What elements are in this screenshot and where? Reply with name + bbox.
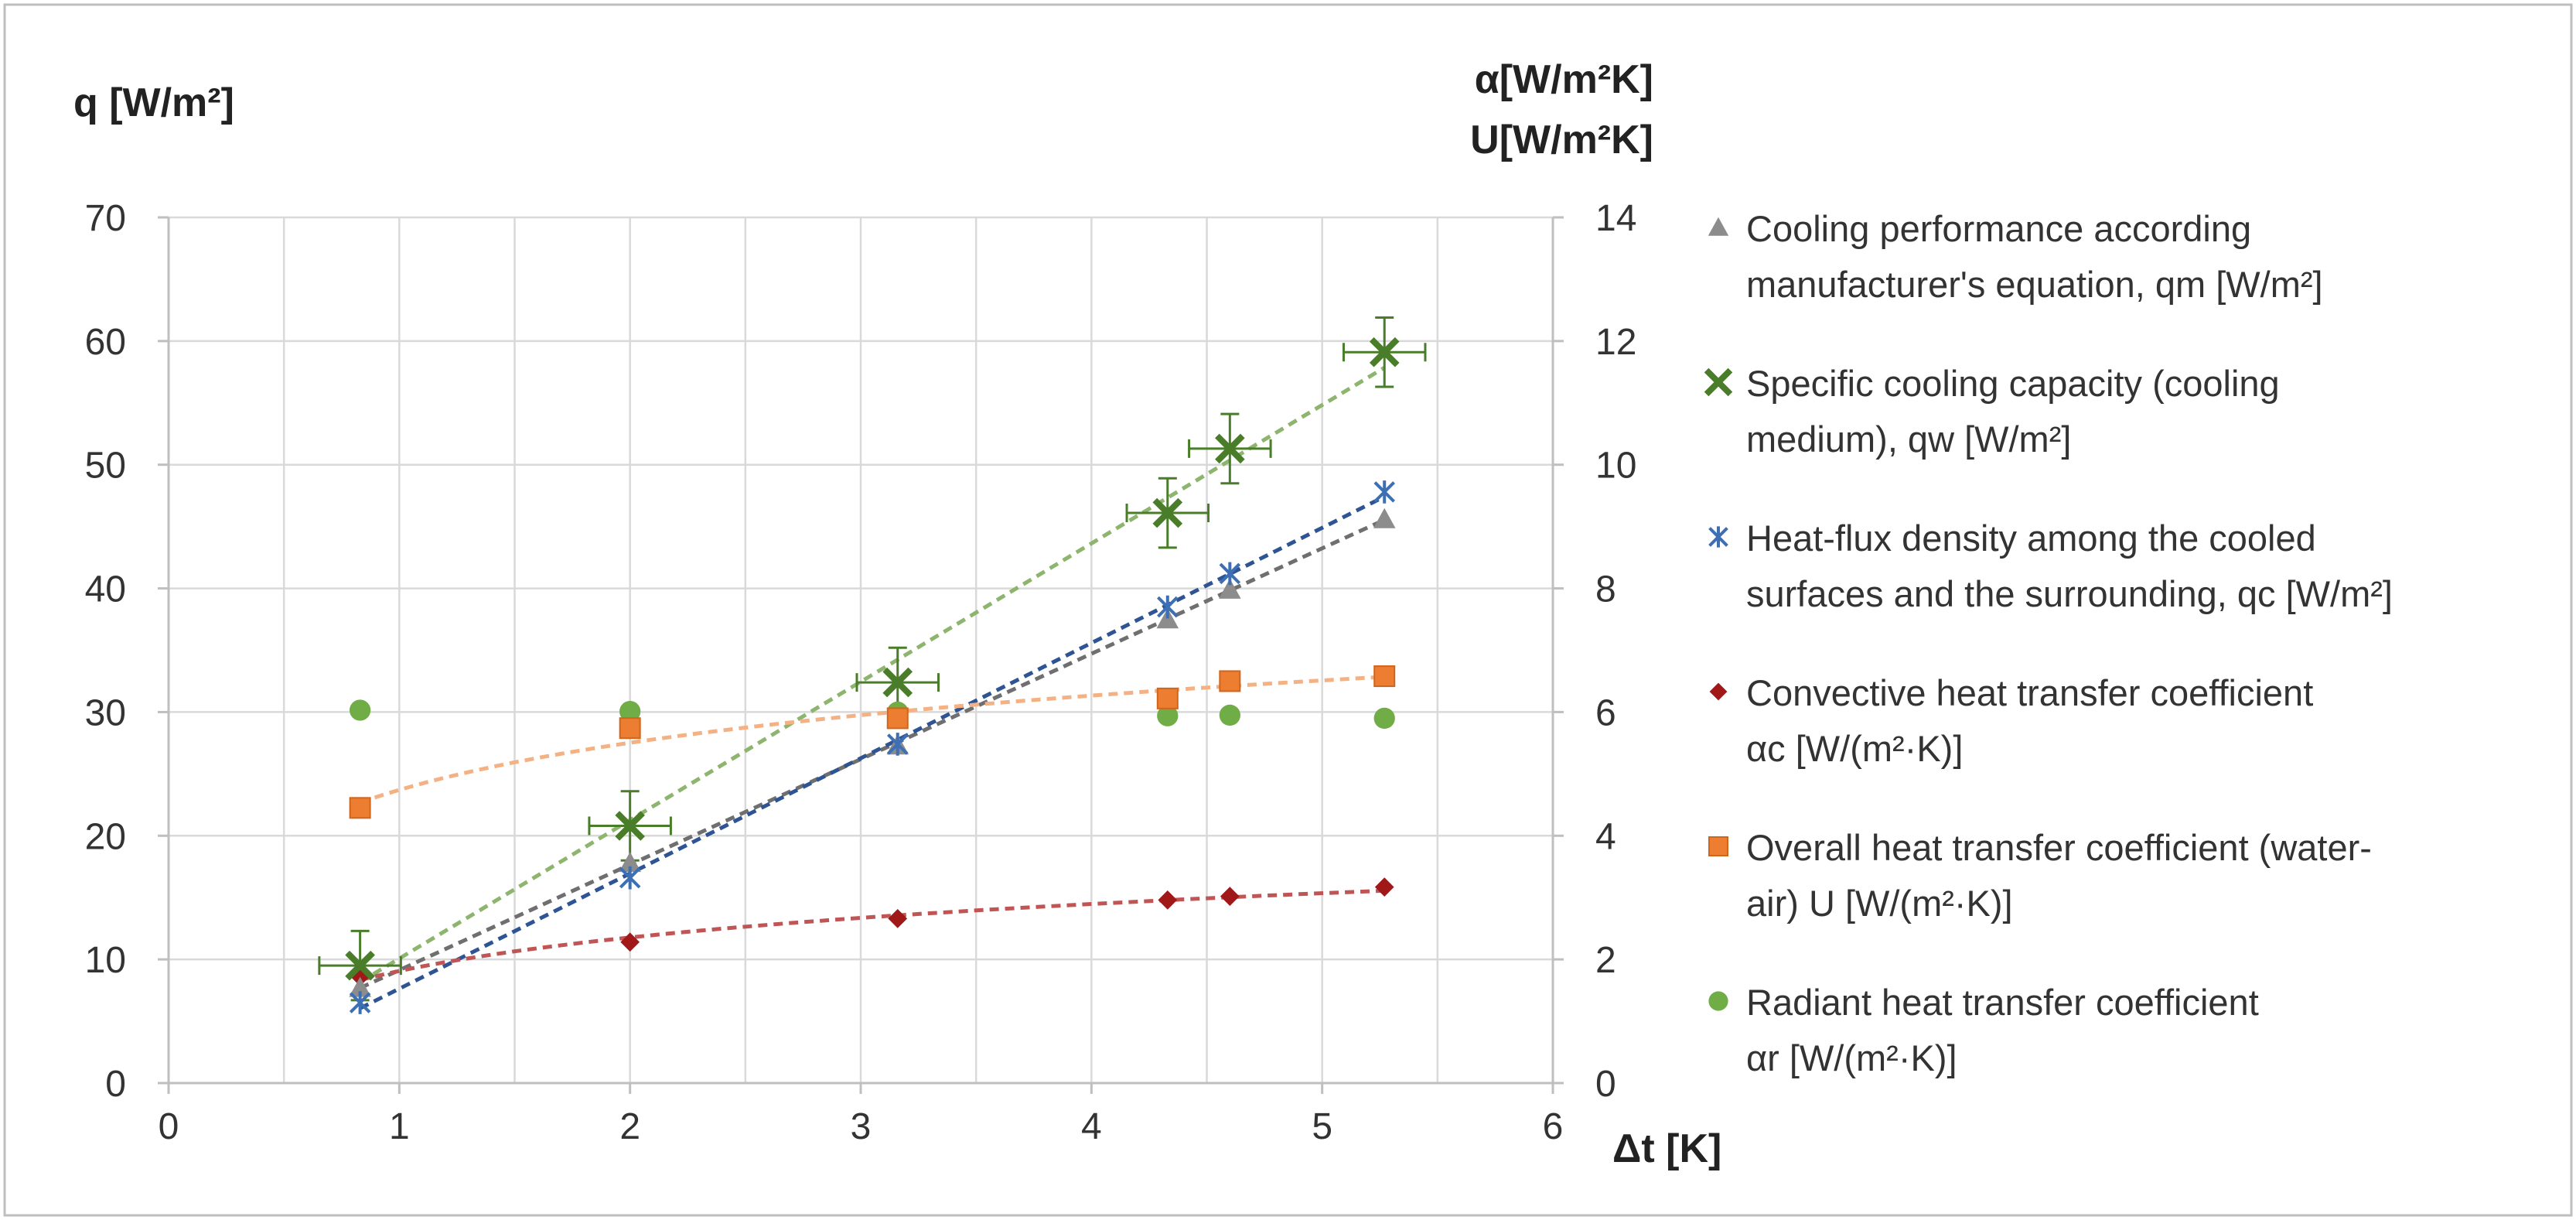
y-right-tick-label: 14: [1595, 198, 1636, 239]
trendline-U: [359, 675, 1385, 805]
point-U: [886, 707, 909, 730]
legend-label-ar: αr [W/(m²·K)]: [1746, 1037, 1957, 1078]
chart-border: [3, 3, 2573, 1217]
point-U: [1156, 687, 1179, 709]
y-left-tick-label: 0: [105, 1064, 126, 1105]
legend-label-ac: αc [W/(m²·K)]: [1746, 728, 1963, 769]
axes: [158, 216, 1564, 1094]
point-qw: [1152, 497, 1183, 528]
legend-label-U: air) U [W/(m²·K)]: [1746, 883, 2013, 924]
point-qm: [349, 976, 371, 997]
legend-marker-ac: [1709, 682, 1728, 701]
point-ar: [1219, 704, 1240, 726]
y-left-tick-label: 30: [85, 692, 126, 733]
y-right-tick-label: 8: [1595, 569, 1616, 610]
y-right-tick-labels: 0 2 4 6 8 10 12 14: [1595, 198, 1636, 1105]
point-qw: [1369, 337, 1400, 367]
legend-item-U: Overall heat transfer coefficient (water…: [1708, 827, 2372, 924]
y-left-tick-label: 10: [85, 940, 126, 981]
point-qw: [345, 950, 375, 981]
y-right-axis-title-u: U[W/m²K]: [1470, 118, 1653, 162]
trendline-qm: [359, 518, 1386, 990]
point-qc: [886, 733, 909, 756]
point-qm: [1219, 578, 1241, 599]
x-axis-title: Δt [K]: [1612, 1126, 1721, 1171]
point-ar: [619, 700, 641, 723]
point-ac: [1374, 877, 1394, 897]
legend-marker-qm: [1708, 217, 1729, 236]
trendline-ac: [360, 888, 1385, 982]
legend-marker-ar: [1708, 991, 1728, 1011]
point-qw: [882, 667, 913, 698]
point-U: [619, 717, 641, 740]
point-qm: [1373, 507, 1396, 528]
point-ar: [1157, 705, 1179, 726]
legend-label-qw: medium), qw [W/m²]: [1746, 419, 2071, 460]
x-tick-label: 1: [389, 1106, 410, 1147]
point-U: [349, 797, 371, 819]
y-left-tick-label: 50: [85, 446, 126, 487]
legend-label-qm: Cooling performance according: [1746, 208, 2251, 249]
trendline-qc: [359, 494, 1386, 1010]
legend-label-qc: Heat-flux density among the cooled: [1746, 518, 2316, 559]
x-tick-label: 3: [851, 1106, 872, 1147]
y-left-tick-label: 20: [85, 816, 126, 857]
y-left-tick-label: 70: [85, 198, 126, 239]
legend-label-ac: Convective heat transfer coefficient: [1746, 672, 2313, 713]
x-tick-label: 5: [1312, 1106, 1332, 1147]
legend: Cooling performance according manufacture…: [1704, 208, 2393, 1078]
data-points: [345, 337, 1400, 1014]
legend-item-qc: Heat-flux density among the cooled surfac…: [1708, 518, 2393, 614]
point-qw: [615, 811, 645, 841]
legend-item-qw: Specific cooling capacity (cooling medium…: [1704, 363, 2280, 460]
y-left-axis-title: q [W/m²]: [73, 80, 234, 125]
point-qc: [619, 866, 641, 890]
point-U: [1219, 670, 1241, 692]
x-tick-label: 6: [1543, 1106, 1564, 1147]
legend-label-qc: surfaces and the surrounding, qc [W/m²]: [1746, 573, 2393, 614]
trendline-qw: [359, 366, 1386, 984]
y-left-tick-labels: 0 10 20 30 40 50 60 70: [85, 198, 126, 1105]
point-qc: [1157, 595, 1179, 619]
point-qw: [1215, 433, 1245, 464]
point-qc: [1373, 480, 1395, 504]
legend-item-ar: Radiant heat transfer coefficient αr [W/(…: [1708, 982, 2259, 1078]
y-right-tick-label: 12: [1595, 322, 1636, 363]
x-tick-labels: 0 1 2 3 4 5 6: [159, 1106, 1564, 1147]
legend-label-ar: Radiant heat transfer coefficient: [1746, 982, 2259, 1023]
y-right-tick-label: 4: [1595, 816, 1616, 857]
legend-item-qm: Cooling performance according manufacture…: [1708, 208, 2323, 305]
point-ac: [1158, 890, 1178, 910]
grid: [169, 216, 1553, 1083]
x-tick-label: 4: [1081, 1106, 1102, 1147]
y-right-axis-title-alpha: α[W/m²K]: [1475, 57, 1653, 102]
y-left-tick-label: 40: [85, 569, 126, 610]
y-left-tick-label: 60: [85, 322, 126, 363]
point-ar: [349, 699, 371, 721]
legend-marker-qc: [1708, 526, 1728, 548]
y-right-tick-label: 2: [1595, 940, 1616, 981]
point-ac: [888, 909, 908, 928]
point-qc: [1219, 562, 1241, 586]
y-right-tick-label: 10: [1595, 446, 1636, 487]
point-U: [1373, 665, 1396, 688]
legend-label-qm: manufacturer's equation, qm [W/m²]: [1746, 264, 2323, 305]
y-right-tick-label: 0: [1595, 1064, 1616, 1105]
legend-item-ac: Convective heat transfer coefficient αc […: [1709, 672, 2313, 769]
point-ac: [1220, 887, 1240, 906]
point-qc: [349, 991, 371, 1014]
y-right-tick-label: 6: [1595, 692, 1616, 733]
legend-marker-U: [1708, 836, 1728, 856]
point-ar: [1373, 707, 1395, 730]
x-tick-label: 2: [619, 1106, 640, 1147]
point-qm: [619, 852, 641, 873]
legend-label-U: Overall heat transfer coefficient (water…: [1746, 827, 2372, 868]
trendlines: [359, 366, 1386, 1010]
x-tick-label: 0: [159, 1106, 179, 1147]
legend-marker-qw: [1704, 367, 1733, 397]
legend-label-qw: Specific cooling capacity (cooling: [1746, 363, 2280, 404]
point-ac: [620, 932, 640, 952]
